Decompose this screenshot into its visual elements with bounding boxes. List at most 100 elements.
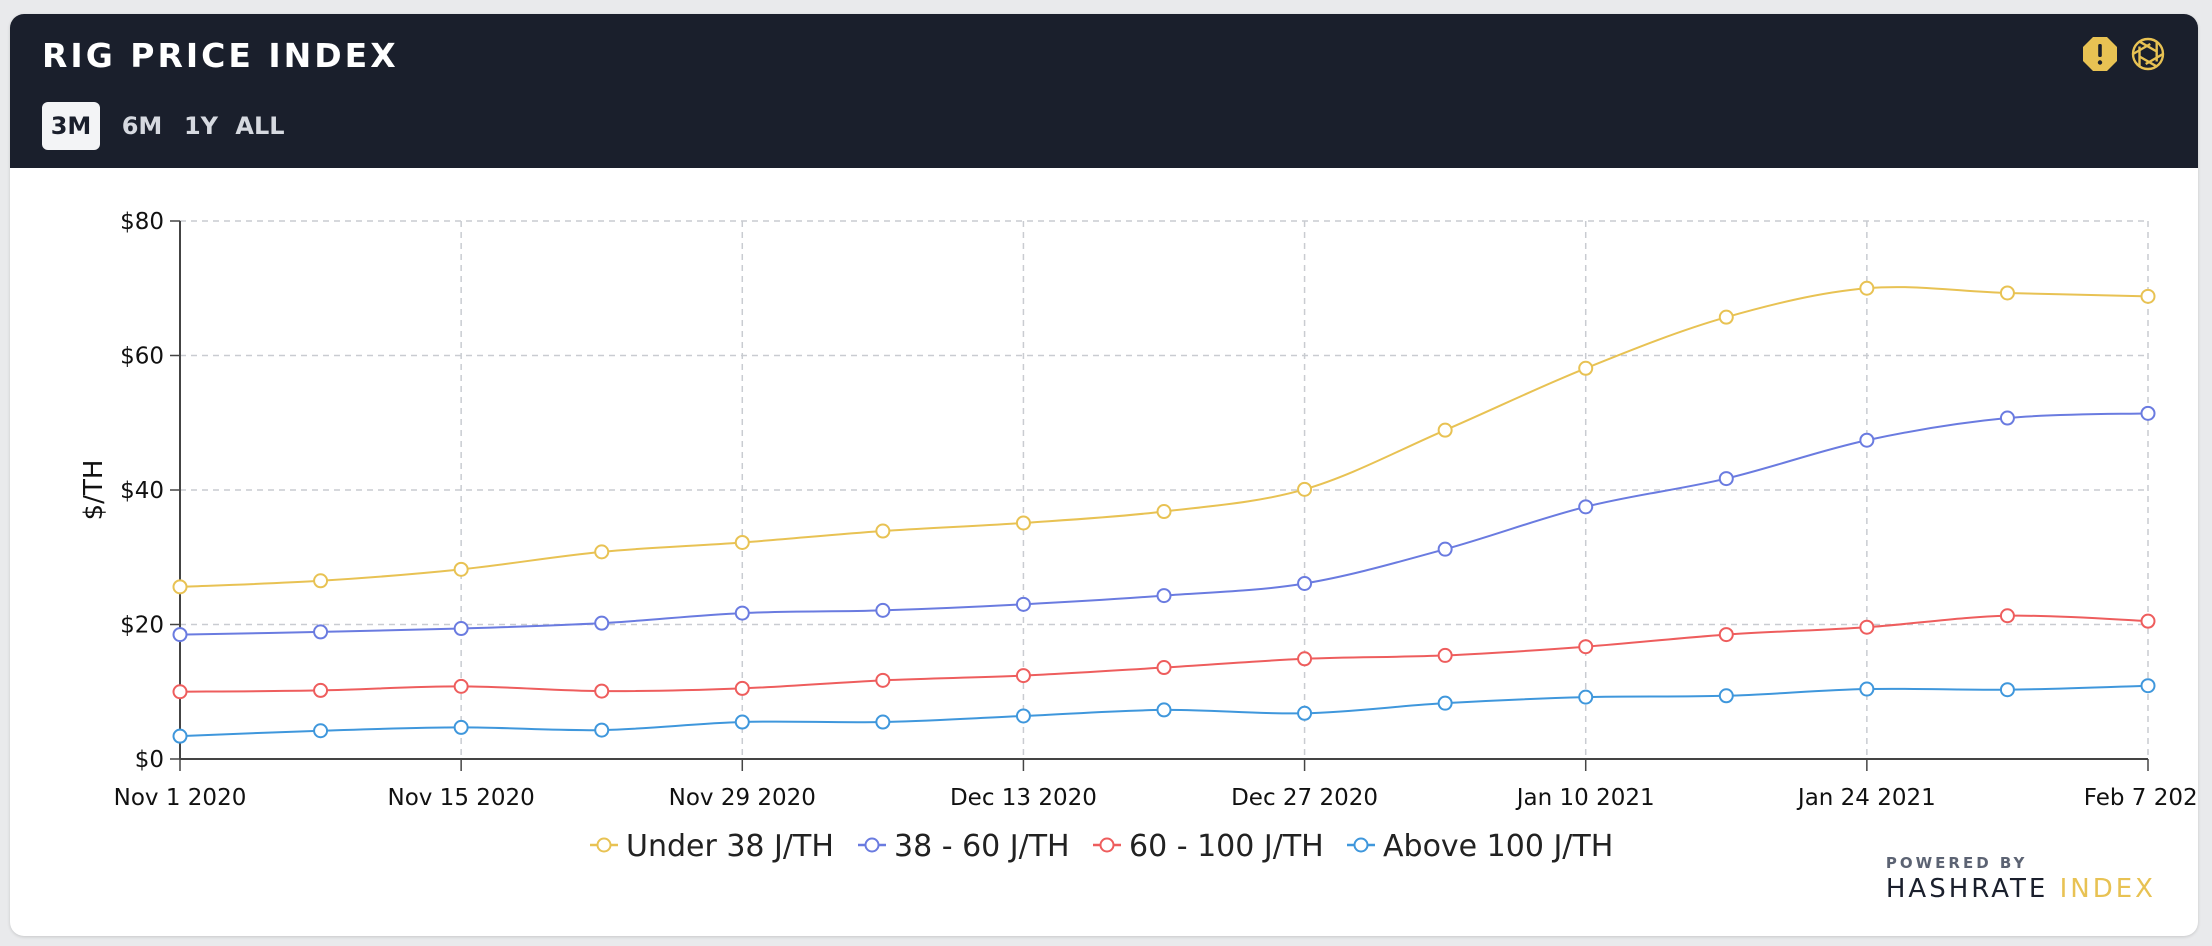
data-point — [313, 624, 329, 640]
data-point — [1718, 471, 1734, 487]
data-point — [1578, 639, 1594, 655]
data-point — [1156, 660, 1172, 676]
data-point — [453, 719, 469, 735]
legend-marker — [864, 837, 880, 853]
range-tab-1y[interactable]: 1Y — [183, 112, 219, 140]
x-tick-label: Nov 29 2020 — [669, 785, 816, 811]
y-axis-label: $/TH — [79, 460, 109, 521]
data-point — [2140, 405, 2156, 421]
brand-name: HASHRATE INDEX — [1886, 874, 2156, 904]
brand-name-primary: HASHRATE — [1885, 874, 2049, 904]
legend-label: 38 - 60 J/TH — [894, 829, 1070, 864]
data-point — [1437, 695, 1453, 711]
series-2 — [172, 608, 2156, 700]
data-point — [1999, 410, 2015, 426]
brand-powered-by: POWERED BY — [1885, 854, 2028, 872]
data-point — [172, 728, 188, 744]
data-point — [1437, 647, 1453, 663]
data-point — [1156, 702, 1172, 718]
x-tick-label: Jan 10 2021 — [1515, 785, 1655, 811]
x-tick-label: Dec 13 2020 — [950, 785, 1097, 811]
x-tick-label: Feb 7 2021 — [2084, 785, 2198, 811]
data-point — [313, 723, 329, 739]
data-point — [1437, 541, 1453, 557]
data-point — [1297, 705, 1313, 721]
data-point — [1156, 504, 1172, 520]
legend-marker — [1353, 837, 1369, 853]
data-point — [172, 684, 188, 700]
data-point — [1578, 360, 1594, 376]
series-line — [179, 614, 2149, 693]
data-point — [875, 523, 891, 539]
legend-label: Under 38 J/TH — [626, 829, 834, 864]
data-point — [2140, 288, 2156, 304]
legend-item: 60 - 100 J/TH — [1093, 829, 1324, 864]
y-tick-label: $80 — [120, 209, 164, 235]
aperture-icon[interactable] — [2130, 36, 2166, 72]
legend-marker — [596, 837, 612, 853]
data-point — [453, 678, 469, 694]
data-point — [1999, 682, 2015, 698]
data-point — [1015, 596, 1031, 612]
series-3 — [172, 678, 2156, 744]
chart-card: RIG PRICE INDEX 3M 6M 1Y ALL $0 $20 $40 $60 — [10, 14, 2198, 936]
data-point — [594, 615, 610, 631]
data-point — [1859, 681, 1875, 697]
brand-name-accent: INDEX — [2059, 874, 2156, 904]
data-point — [875, 602, 891, 618]
data-point — [875, 714, 891, 730]
data-point — [875, 672, 891, 688]
data-point — [2140, 613, 2156, 629]
range-tab-all[interactable]: ALL — [235, 112, 285, 140]
x-tick-label: Jan 24 2021 — [1796, 785, 1936, 811]
data-point — [1718, 688, 1734, 704]
data-point — [1859, 432, 1875, 448]
data-point — [313, 573, 329, 589]
brand-logo: POWERED BY HASHRATE INDEX — [1886, 854, 2156, 904]
x-tick-label: Dec 27 2020 — [1231, 785, 1378, 811]
series-line — [179, 286, 2149, 588]
data-point — [2140, 678, 2156, 694]
data-point — [594, 544, 610, 560]
data-point — [1297, 575, 1313, 591]
series-1 — [172, 405, 2156, 643]
legend-item: Under 38 J/TH — [590, 829, 834, 864]
data-point — [1297, 481, 1313, 497]
legend-label: 60 - 100 J/TH — [1129, 829, 1324, 864]
data-point — [1437, 422, 1453, 438]
y-tick-label: $40 — [120, 478, 164, 504]
data-point — [594, 722, 610, 738]
range-tab-3m[interactable]: 3M — [42, 102, 100, 150]
data-point — [734, 534, 750, 550]
y-tick-label: $0 — [135, 747, 164, 773]
data-point — [1578, 499, 1594, 515]
x-tick-label: Nov 15 2020 — [387, 785, 534, 811]
legend: Under 38 J/TH 38 - 60 J/TH 60 - 100 J/TH Ab… — [590, 829, 1613, 864]
data-point — [1015, 668, 1031, 684]
data-point — [1578, 689, 1594, 705]
x-tick-label: Nov 1 2020 — [114, 785, 247, 811]
data-point — [1015, 515, 1031, 531]
data-point — [1718, 627, 1734, 643]
data-point — [734, 680, 750, 696]
data-point — [1999, 608, 2015, 624]
y-tick-label: $60 — [120, 344, 164, 370]
data-point — [1015, 708, 1031, 724]
data-point — [172, 627, 188, 643]
y-tick-label: $20 — [120, 613, 164, 639]
legend-label: Above 100 J/TH — [1383, 829, 1613, 864]
page-title: RIG PRICE INDEX — [42, 36, 399, 75]
legend-item: 38 - 60 J/TH — [858, 829, 1070, 864]
data-point — [453, 561, 469, 577]
line-chart: $0 $20 $40 $60 $80 Nov 1 2020 Nov 15 2020 Nov 2… — [79, 209, 2198, 864]
data-point — [1718, 309, 1734, 325]
card-header: RIG PRICE INDEX 3M 6M 1Y ALL — [10, 14, 2198, 168]
data-point — [1859, 280, 1875, 296]
data-point — [734, 605, 750, 621]
data-point — [1999, 285, 2015, 301]
data-point — [594, 683, 610, 699]
legend-item: Above 100 J/TH — [1347, 829, 1613, 864]
data-point — [734, 714, 750, 730]
range-tab-6m[interactable]: 6M — [121, 112, 163, 140]
alert-icon[interactable] — [2082, 36, 2118, 72]
